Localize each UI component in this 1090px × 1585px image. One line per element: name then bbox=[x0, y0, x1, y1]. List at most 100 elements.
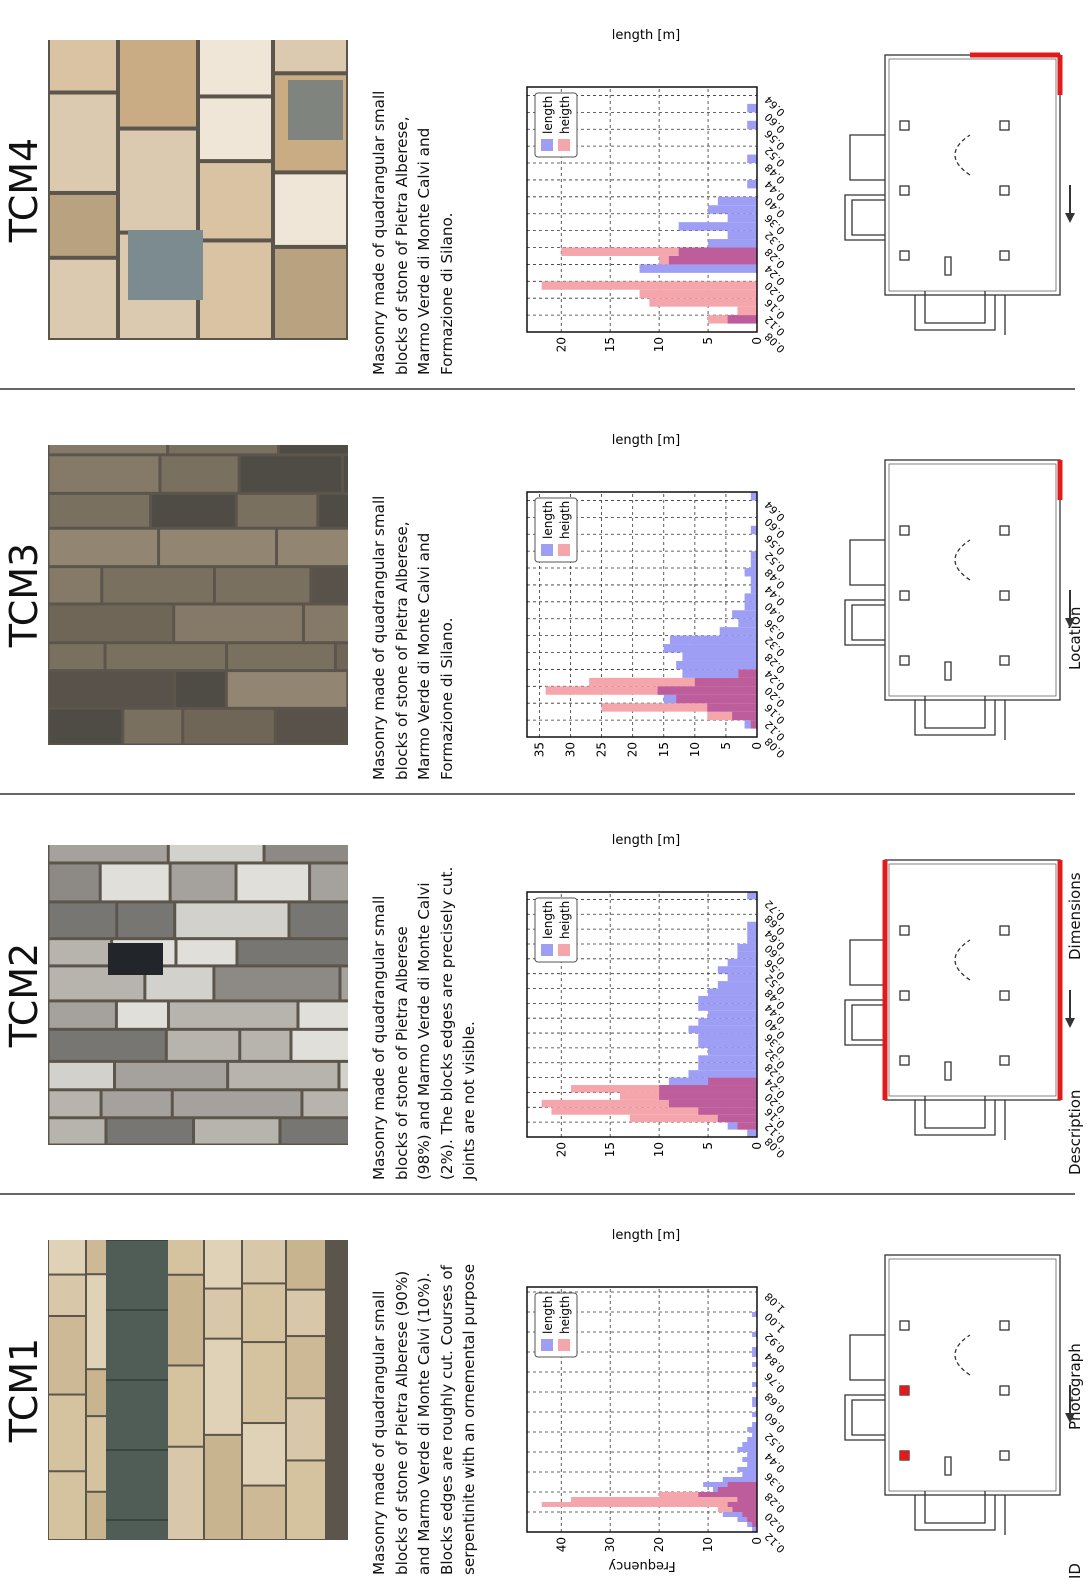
green-stone-block bbox=[288, 80, 343, 140]
length-bar bbox=[717, 981, 757, 989]
material-id: TCM1 bbox=[2, 1337, 46, 1443]
masonry-photograph bbox=[48, 845, 348, 1145]
overlap-bar bbox=[747, 1517, 758, 1522]
height-bar bbox=[737, 306, 758, 316]
stone-block bbox=[49, 1062, 114, 1089]
stone-block bbox=[49, 1002, 115, 1028]
stone-block bbox=[167, 1030, 239, 1060]
chart-legend: length heigth bbox=[534, 1292, 578, 1358]
description-line: (98%) and Marmo Verde di Monte Calvi bbox=[415, 882, 433, 1180]
length-bar bbox=[727, 958, 757, 967]
legend-height-label: heigth bbox=[558, 96, 572, 134]
pillar bbox=[899, 525, 910, 536]
material-id: TCM3 bbox=[2, 542, 46, 648]
description-line: Formazione di Silano. bbox=[437, 617, 456, 780]
masonry-description: Masonry made of quadrangular small blocks… bbox=[368, 1205, 481, 1575]
stone-block bbox=[287, 1461, 325, 1539]
location-plan bbox=[820, 45, 1080, 341]
stone-block bbox=[163, 1447, 203, 1539]
height-bar bbox=[649, 298, 757, 307]
tower bbox=[844, 1394, 885, 1441]
stone-block bbox=[49, 1275, 85, 1315]
length-bar bbox=[708, 239, 757, 248]
stone-block bbox=[49, 1119, 105, 1144]
length-bar bbox=[639, 264, 757, 273]
legend-height-label: heigth bbox=[558, 901, 572, 939]
plot-frame bbox=[526, 86, 758, 333]
pillar bbox=[999, 590, 1010, 601]
x-tick-label: 0.68 bbox=[763, 1390, 788, 1415]
pillar bbox=[999, 1385, 1010, 1396]
stone-block bbox=[124, 709, 182, 744]
plot-frame bbox=[526, 491, 758, 738]
pillar bbox=[999, 250, 1010, 261]
pillar bbox=[899, 655, 910, 666]
overlap-bar bbox=[752, 1522, 758, 1527]
overlap-bar bbox=[727, 315, 757, 324]
stone-block bbox=[205, 1289, 241, 1338]
length-bar bbox=[698, 1040, 757, 1048]
y-tick-label: 30 bbox=[603, 1537, 617, 1552]
length-bar bbox=[688, 1025, 757, 1034]
stone-block bbox=[49, 568, 101, 603]
stone-block bbox=[107, 1119, 193, 1144]
y-tick-label: 0 bbox=[750, 742, 764, 750]
stone-block bbox=[116, 1062, 227, 1089]
legend-length-swatch bbox=[541, 944, 553, 956]
pillar bbox=[899, 120, 910, 131]
length-bar bbox=[750, 491, 757, 501]
stone-block bbox=[49, 529, 158, 566]
length-bar bbox=[742, 1457, 758, 1462]
y-tick-label: 20 bbox=[554, 1142, 568, 1157]
height-bar bbox=[541, 1502, 758, 1507]
dimension-histogram: 0.12 0.20 0.28 0.36 0.44 0.52 0.60 0.68 0.76 0.84… bbox=[519, 1207, 814, 1577]
stone-block bbox=[243, 1424, 285, 1485]
length-bar bbox=[747, 1129, 758, 1137]
length-bar bbox=[738, 618, 757, 628]
overlap-bar bbox=[707, 703, 757, 712]
pillar bbox=[999, 990, 1010, 1001]
length-bar bbox=[750, 584, 757, 594]
stone-block bbox=[278, 529, 348, 566]
stone-block bbox=[243, 1284, 285, 1342]
stone-block bbox=[237, 864, 309, 901]
stone-block bbox=[340, 1062, 348, 1089]
stone-block bbox=[118, 903, 174, 938]
stone-block bbox=[200, 40, 271, 95]
pillar bbox=[899, 185, 910, 196]
stone-block bbox=[303, 1091, 348, 1117]
dimension-histogram: 0.08 0.12 0.16 0.20 0.24 0.28 0.32 0.36 0.40 0.44… bbox=[519, 412, 814, 782]
north-arrow-icon bbox=[1065, 185, 1075, 223]
legend-length-swatch bbox=[541, 544, 553, 556]
stone-block bbox=[275, 174, 346, 245]
stone-block bbox=[319, 494, 348, 527]
material-id: TCM2 bbox=[2, 942, 46, 1048]
length-bar bbox=[663, 644, 757, 653]
stone-block bbox=[169, 1002, 297, 1028]
stone-block bbox=[49, 1472, 85, 1539]
stone-block bbox=[287, 1240, 325, 1289]
length-bar bbox=[698, 1062, 757, 1071]
overlap-bar bbox=[732, 711, 757, 721]
stone-block bbox=[49, 456, 159, 492]
length-bar bbox=[669, 635, 757, 645]
y-tick-label: 40 bbox=[554, 1537, 568, 1552]
legend-height-label: heigth bbox=[558, 1296, 572, 1334]
legend-length-swatch bbox=[541, 139, 553, 151]
description-line: (2%). The blocks edges are precisely cut… bbox=[437, 866, 456, 1180]
length-bar bbox=[682, 652, 758, 661]
x-tick-label: 0.44 bbox=[762, 1450, 787, 1475]
height-bar bbox=[571, 1497, 757, 1502]
overlap-bar bbox=[727, 1482, 757, 1487]
stone-block bbox=[177, 940, 236, 965]
church-outline bbox=[884, 54, 1061, 296]
plot-frame bbox=[526, 1286, 758, 1533]
north-arrow-icon bbox=[1065, 1385, 1075, 1423]
stone-block bbox=[200, 98, 271, 160]
length-bar bbox=[732, 610, 757, 619]
length-bar bbox=[742, 1442, 758, 1447]
length-bar bbox=[747, 1427, 758, 1432]
church-outline bbox=[884, 1254, 1061, 1496]
x-tick-label: 0.64 bbox=[762, 498, 787, 523]
masonry-description: Masonry made of quadrangular small blocks… bbox=[368, 810, 481, 1180]
